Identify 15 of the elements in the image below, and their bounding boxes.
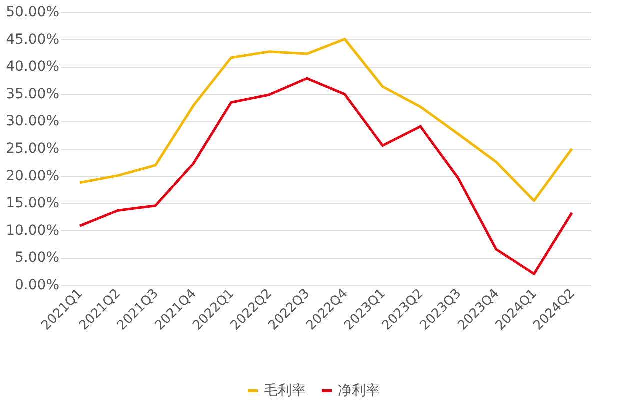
y-tick-label: 0.00% [15,278,60,294]
line-series [78,77,574,276]
line-series [78,38,574,202]
y-tick-label: 5.00% [15,250,60,266]
legend-label: 毛利率 [264,383,306,399]
y-tick-label: 10.00% [6,222,60,239]
y-tick-label: 45.00% [6,32,60,48]
y-tick-label: 40.00% [6,59,60,76]
y-tick-label: 30.00% [6,114,60,130]
y-tick-label: 25.00% [6,141,60,157]
y-tick-label: 50.00% [6,4,60,20]
legend-label: 净利率 [338,383,380,399]
y-tick-label: 35.00% [6,86,60,102]
y-tick-label: 15.00% [6,196,60,212]
y-tick-label: 20.00% [6,168,60,184]
